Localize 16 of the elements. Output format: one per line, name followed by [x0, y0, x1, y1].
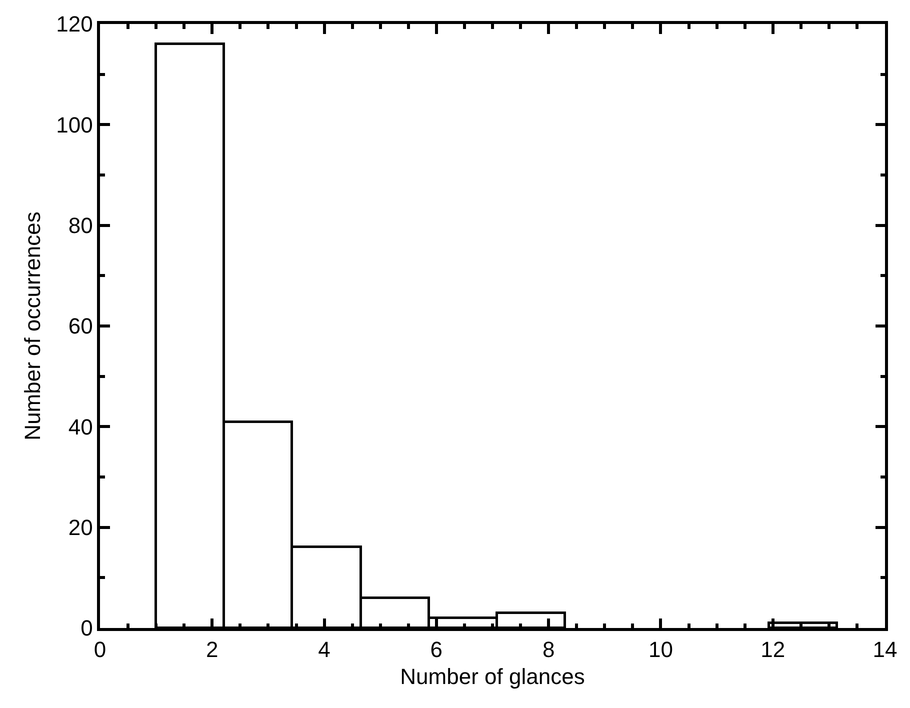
y-tick-label: 20 — [68, 515, 93, 540]
x-tick-label: 10 — [648, 637, 673, 662]
x-tick-label: 4 — [318, 637, 330, 662]
y-tick-label: 100 — [56, 112, 93, 138]
x-tick-label: 14 — [872, 637, 898, 662]
x-tick-label: 8 — [542, 637, 555, 662]
y-axis-title: Number of occurrences — [20, 212, 45, 440]
y-tick-label: 120 — [56, 12, 93, 37]
y-tick-label: 40 — [68, 414, 93, 440]
x-tick-label: 2 — [206, 637, 218, 662]
x-tick-label: 12 — [760, 637, 786, 662]
x-tick-label: 6 — [430, 637, 443, 662]
y-tick-label: 80 — [68, 213, 93, 238]
y-tick-label: 60 — [68, 314, 93, 339]
y-tick-label: 0 — [80, 616, 93, 641]
x-axis-title: Number of glances — [400, 664, 585, 690]
